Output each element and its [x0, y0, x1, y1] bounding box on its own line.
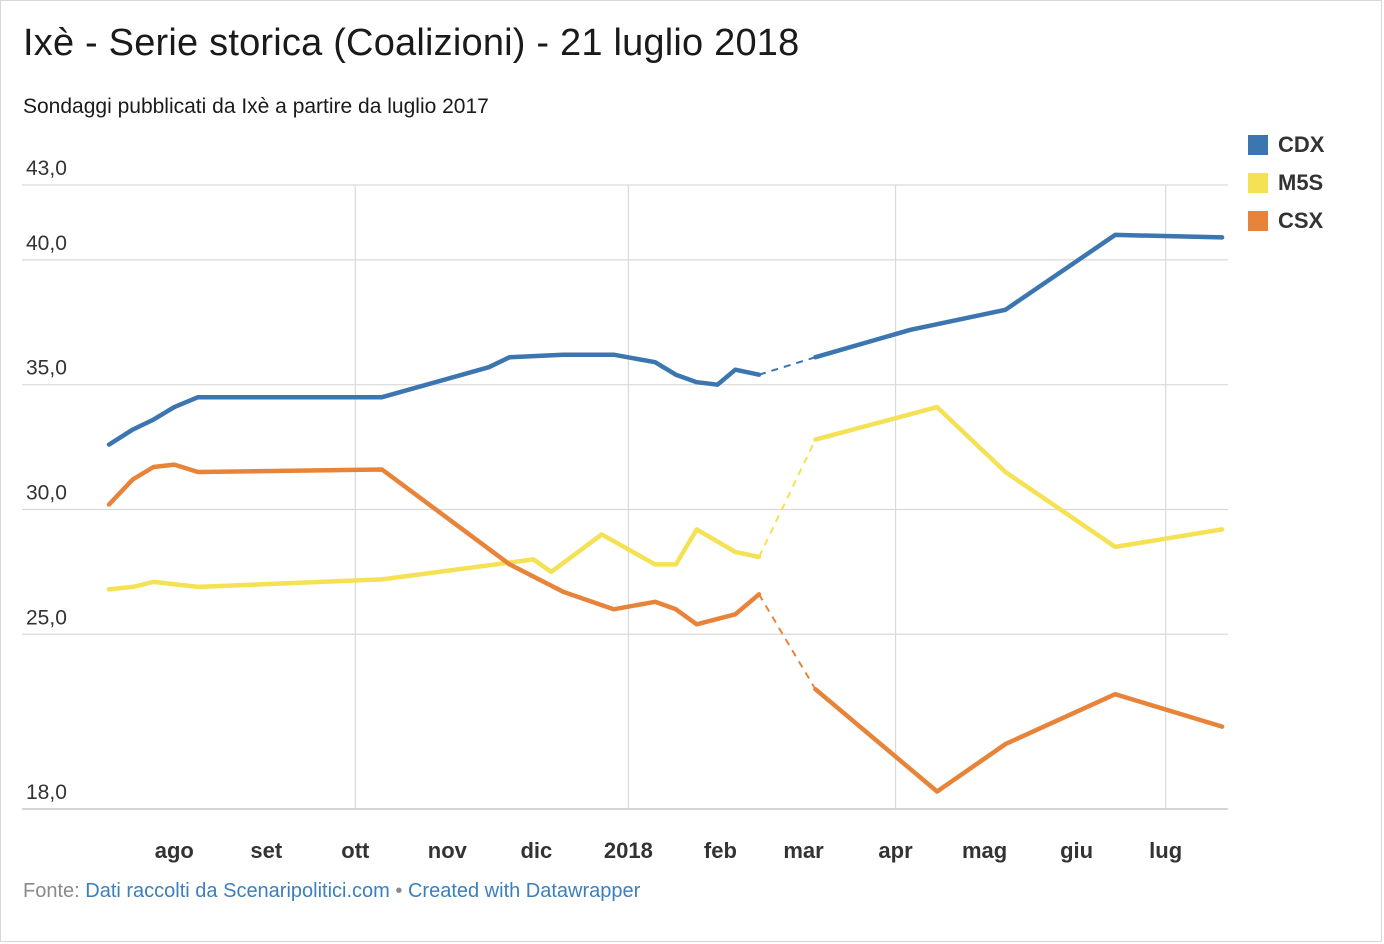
legend-label-csx: CSX — [1278, 208, 1324, 233]
x-tick-label: giu — [1060, 838, 1093, 863]
x-tick-label: mag — [962, 838, 1007, 863]
series-line-m5s — [106, 527, 762, 592]
legend-swatch-cdx — [1248, 135, 1268, 155]
series-line-cdx — [813, 232, 1225, 360]
y-tick-labels: 43,0 40,0 35,0 30,0 25,0 18,0 — [26, 157, 67, 804]
x-tick-label: 2018 — [604, 838, 653, 863]
series-line-cdx-gap — [758, 356, 816, 376]
y-tick-label: 30,0 — [26, 481, 67, 504]
y-tick-label: 40,0 — [26, 232, 67, 255]
footer-prefix: Fonte: — [23, 880, 80, 902]
legend: CDX M5S CSX — [1248, 126, 1324, 240]
series-line-m5s-gap — [758, 439, 817, 558]
x-tick-label: dic — [520, 838, 552, 863]
legend-item-m5s: M5S — [1248, 164, 1324, 202]
y-tick-label: 25,0 — [26, 606, 67, 629]
series-line-csx — [106, 462, 762, 627]
footer-separator: • — [395, 880, 403, 902]
series-line-csx-gap — [758, 593, 817, 690]
x-tick-label: ott — [341, 838, 370, 863]
x-tick-label: feb — [704, 838, 737, 863]
legend-label-cdx: CDX — [1278, 132, 1325, 157]
x-tick-label: set — [250, 838, 282, 863]
legend-item-csx: CSX — [1248, 202, 1324, 240]
datawrapper-link[interactable]: Created with Datawrapper — [407, 880, 641, 902]
legend-swatch-csx — [1248, 211, 1268, 231]
x-tick-label: lug — [1149, 838, 1182, 863]
series-lines — [106, 232, 1225, 794]
legend-label-m5s: M5S — [1278, 170, 1324, 195]
footer: Fonte: Dati raccolti da Scenaripolitici.… — [23, 880, 640, 903]
series-line-csx — [813, 686, 1225, 794]
x-tick-label: ago — [155, 838, 194, 863]
x-tick-label: apr — [878, 838, 913, 863]
chart-title: Ixè - Serie storica (Coalizioni) - 21 lu… — [23, 22, 800, 64]
series-line-m5s — [813, 404, 1225, 550]
chart-subtitle: Sondaggi pubblicati da Ixè a partire da … — [23, 95, 489, 118]
y-tick-label: 35,0 — [26, 357, 67, 380]
legend-swatch-m5s — [1248, 173, 1268, 193]
legend-item-cdx: CDX — [1248, 126, 1324, 164]
series-line-cdx — [106, 352, 762, 447]
x-tick-label: mar — [783, 838, 824, 863]
gridlines — [22, 184, 1228, 810]
source-link[interactable]: Dati raccolti da Scenaripolitici.com — [85, 880, 390, 902]
y-tick-label: 43,0 — [26, 157, 67, 180]
y-tick-label: 18,0 — [26, 781, 67, 804]
x-tick-label: nov — [428, 838, 468, 863]
x-tick-labels: ago set ott nov dic 2018 feb mar apr mag giu lug — [155, 838, 1182, 863]
